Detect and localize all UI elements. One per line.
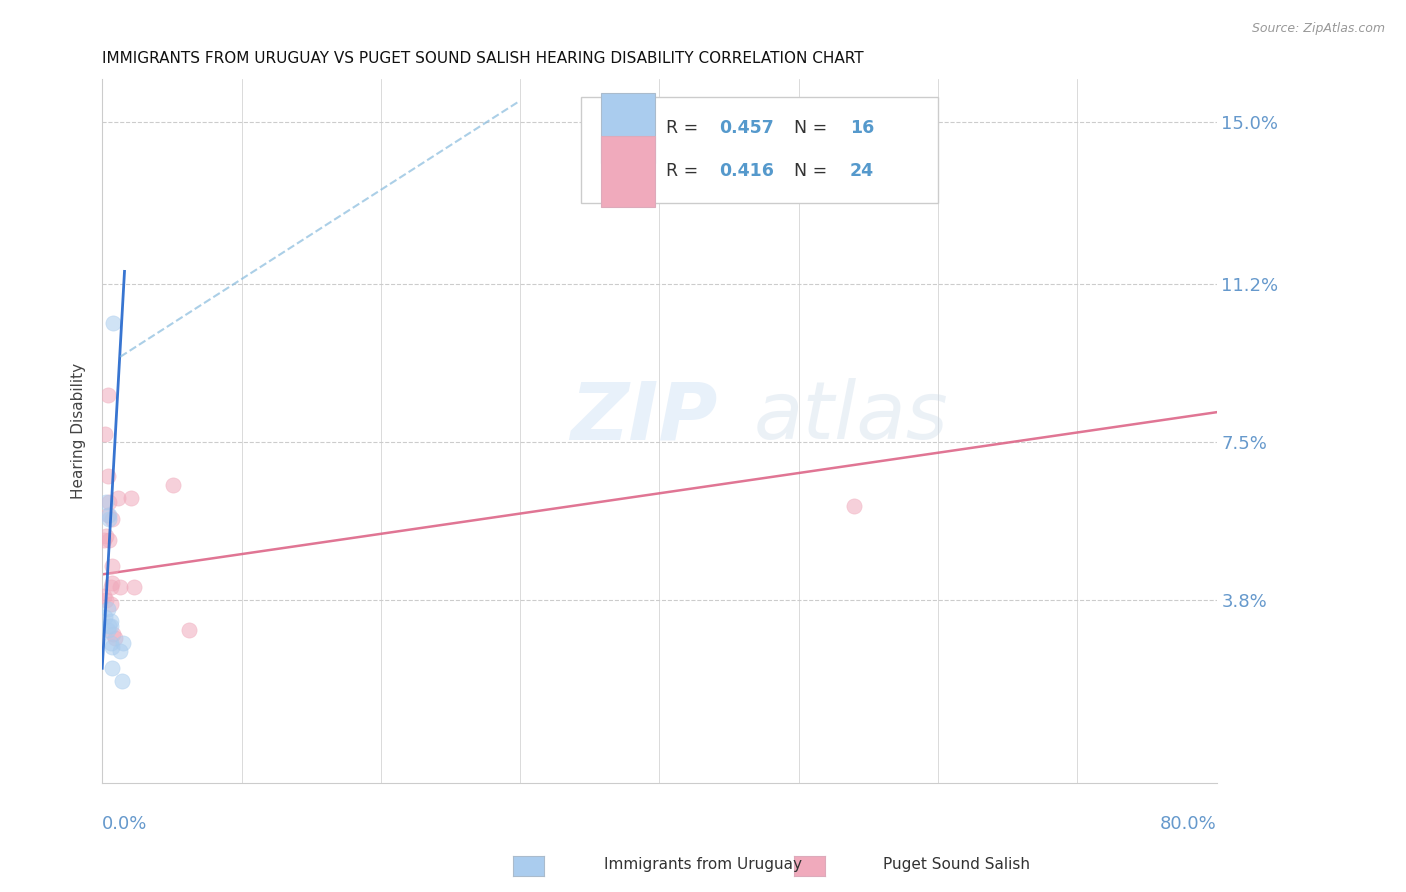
Point: [101, 575, 124, 590]
Text: 24: 24: [849, 162, 875, 180]
Point: [110, 580, 132, 594]
Point: [97, 508, 120, 522]
FancyBboxPatch shape: [602, 93, 655, 163]
Point: [97, 388, 120, 402]
Point: [96, 529, 118, 543]
Point: [103, 627, 125, 641]
Point: [98, 618, 121, 632]
Text: 16: 16: [849, 119, 875, 137]
FancyBboxPatch shape: [602, 136, 655, 207]
Point: [96, 495, 118, 509]
Point: [162, 477, 184, 491]
Text: 80.0%: 80.0%: [1160, 815, 1216, 833]
Point: [100, 580, 122, 594]
Text: Puget Sound Salish: Puget Sound Salish: [883, 857, 1029, 872]
Text: N =: N =: [783, 162, 832, 180]
Point: [177, 623, 200, 637]
Point: [121, 491, 143, 505]
Point: [97, 469, 120, 483]
Point: [96, 593, 118, 607]
Point: [97, 601, 120, 615]
Text: Immigrants from Uruguay: Immigrants from Uruguay: [605, 857, 801, 872]
Point: [97, 623, 120, 637]
Point: [100, 635, 122, 649]
Text: 0.457: 0.457: [720, 119, 775, 137]
Point: [110, 644, 132, 658]
Point: [98, 533, 121, 548]
Point: [104, 632, 127, 646]
Point: [101, 512, 124, 526]
Text: 0.416: 0.416: [720, 162, 775, 180]
Point: [98, 495, 121, 509]
Text: Source: ZipAtlas.com: Source: ZipAtlas.com: [1251, 22, 1385, 36]
Point: [101, 661, 124, 675]
Point: [107, 491, 129, 505]
Point: [94, 426, 117, 441]
Text: N =: N =: [783, 119, 832, 137]
Y-axis label: Hearing Disability: Hearing Disability: [72, 363, 86, 500]
Point: [94, 610, 117, 624]
Point: [100, 615, 122, 629]
Point: [100, 597, 122, 611]
FancyBboxPatch shape: [581, 97, 938, 202]
Text: 0.0%: 0.0%: [103, 815, 148, 833]
Point: [103, 316, 125, 330]
Point: [98, 512, 121, 526]
Text: ZIP: ZIP: [571, 378, 717, 457]
Point: [98, 508, 121, 522]
Point: [101, 558, 124, 573]
Text: R =: R =: [666, 119, 704, 137]
Point: [844, 499, 866, 513]
Point: [100, 618, 122, 632]
Point: [112, 635, 135, 649]
Point: [111, 674, 134, 689]
Point: [122, 580, 145, 594]
Text: R =: R =: [666, 162, 704, 180]
Text: atlas: atlas: [754, 378, 949, 457]
Point: [101, 640, 124, 654]
Point: [93, 589, 115, 603]
Text: IMMIGRANTS FROM URUGUAY VS PUGET SOUND SALISH HEARING DISABILITY CORRELATION CHA: IMMIGRANTS FROM URUGUAY VS PUGET SOUND S…: [103, 51, 863, 66]
Point: [93, 533, 115, 548]
